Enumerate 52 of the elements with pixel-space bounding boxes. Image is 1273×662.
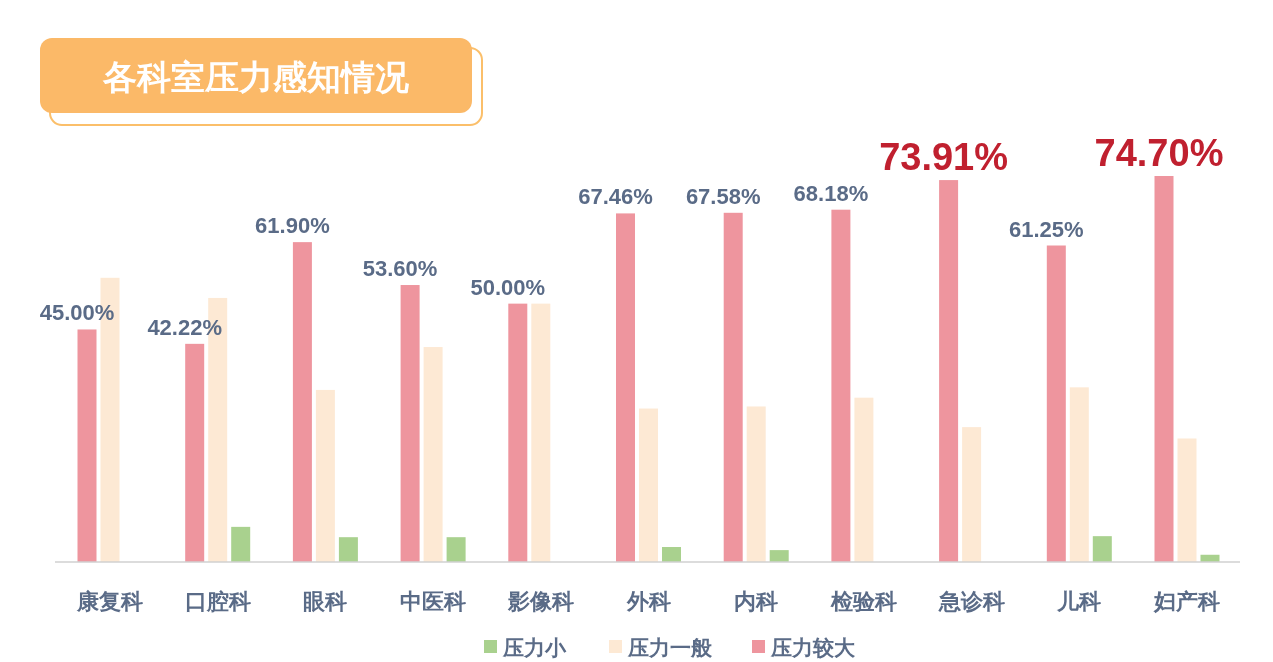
- bar: [446, 537, 466, 562]
- x-tick-label: 儿科: [1056, 589, 1102, 614]
- bar: [77, 329, 97, 562]
- bar: [962, 427, 982, 562]
- bar: [662, 547, 681, 562]
- bar: [746, 406, 766, 562]
- bar: [939, 180, 959, 562]
- bar: [185, 343, 205, 562]
- x-tick-label: 外科: [625, 589, 671, 614]
- bar: [292, 242, 312, 562]
- chart-title: 各科室压力感知情况: [102, 58, 410, 96]
- bar: [423, 347, 443, 562]
- data-label: 53.60%: [362, 256, 438, 282]
- bar: [723, 212, 743, 562]
- x-tick-label: 急诊科: [937, 589, 1005, 614]
- x-tick-label: 康复科: [76, 589, 143, 614]
- bar: [1154, 176, 1174, 562]
- x-tick-label: 妇产科: [1153, 589, 1220, 614]
- bar: [769, 550, 789, 562]
- data-label: 42.22%: [147, 314, 223, 340]
- legend-label: 压力较大: [770, 636, 856, 659]
- x-tick-label: 眼科: [303, 589, 348, 614]
- x-tick-label: 口腔科: [184, 589, 251, 614]
- bar: [1092, 536, 1112, 562]
- data-label: 50.00%: [470, 274, 546, 300]
- x-tick-label: 中医科: [400, 589, 467, 614]
- bar: [854, 397, 874, 562]
- bar: [315, 389, 335, 562]
- bar: [508, 303, 528, 562]
- x-tick-label: 影像科: [506, 589, 574, 614]
- bar: [1069, 387, 1089, 562]
- bar: [639, 408, 658, 562]
- bar: [531, 303, 551, 562]
- bar: [1046, 245, 1066, 562]
- data-label: 61.25%: [1008, 216, 1084, 242]
- data-label: 61.90%: [255, 213, 330, 239]
- bar: [231, 526, 251, 562]
- x-tick-label: 检验科: [829, 589, 897, 614]
- data-label: 67.58%: [685, 183, 761, 209]
- data-label: 67.46%: [578, 184, 653, 210]
- data-label: 73.91%: [879, 136, 1009, 179]
- data-label: 74.70%: [1094, 132, 1224, 174]
- bar: [400, 285, 420, 562]
- data-label: 45.00%: [39, 300, 115, 326]
- x-tick-label: 内科: [734, 589, 779, 614]
- legend-label: 压力小: [502, 636, 567, 659]
- legend-label: 压力一般: [627, 636, 713, 659]
- data-label: 68.18%: [793, 180, 869, 206]
- bar: [1177, 438, 1197, 562]
- bar: [338, 537, 358, 562]
- bar: [831, 209, 851, 562]
- bar: [616, 213, 635, 562]
